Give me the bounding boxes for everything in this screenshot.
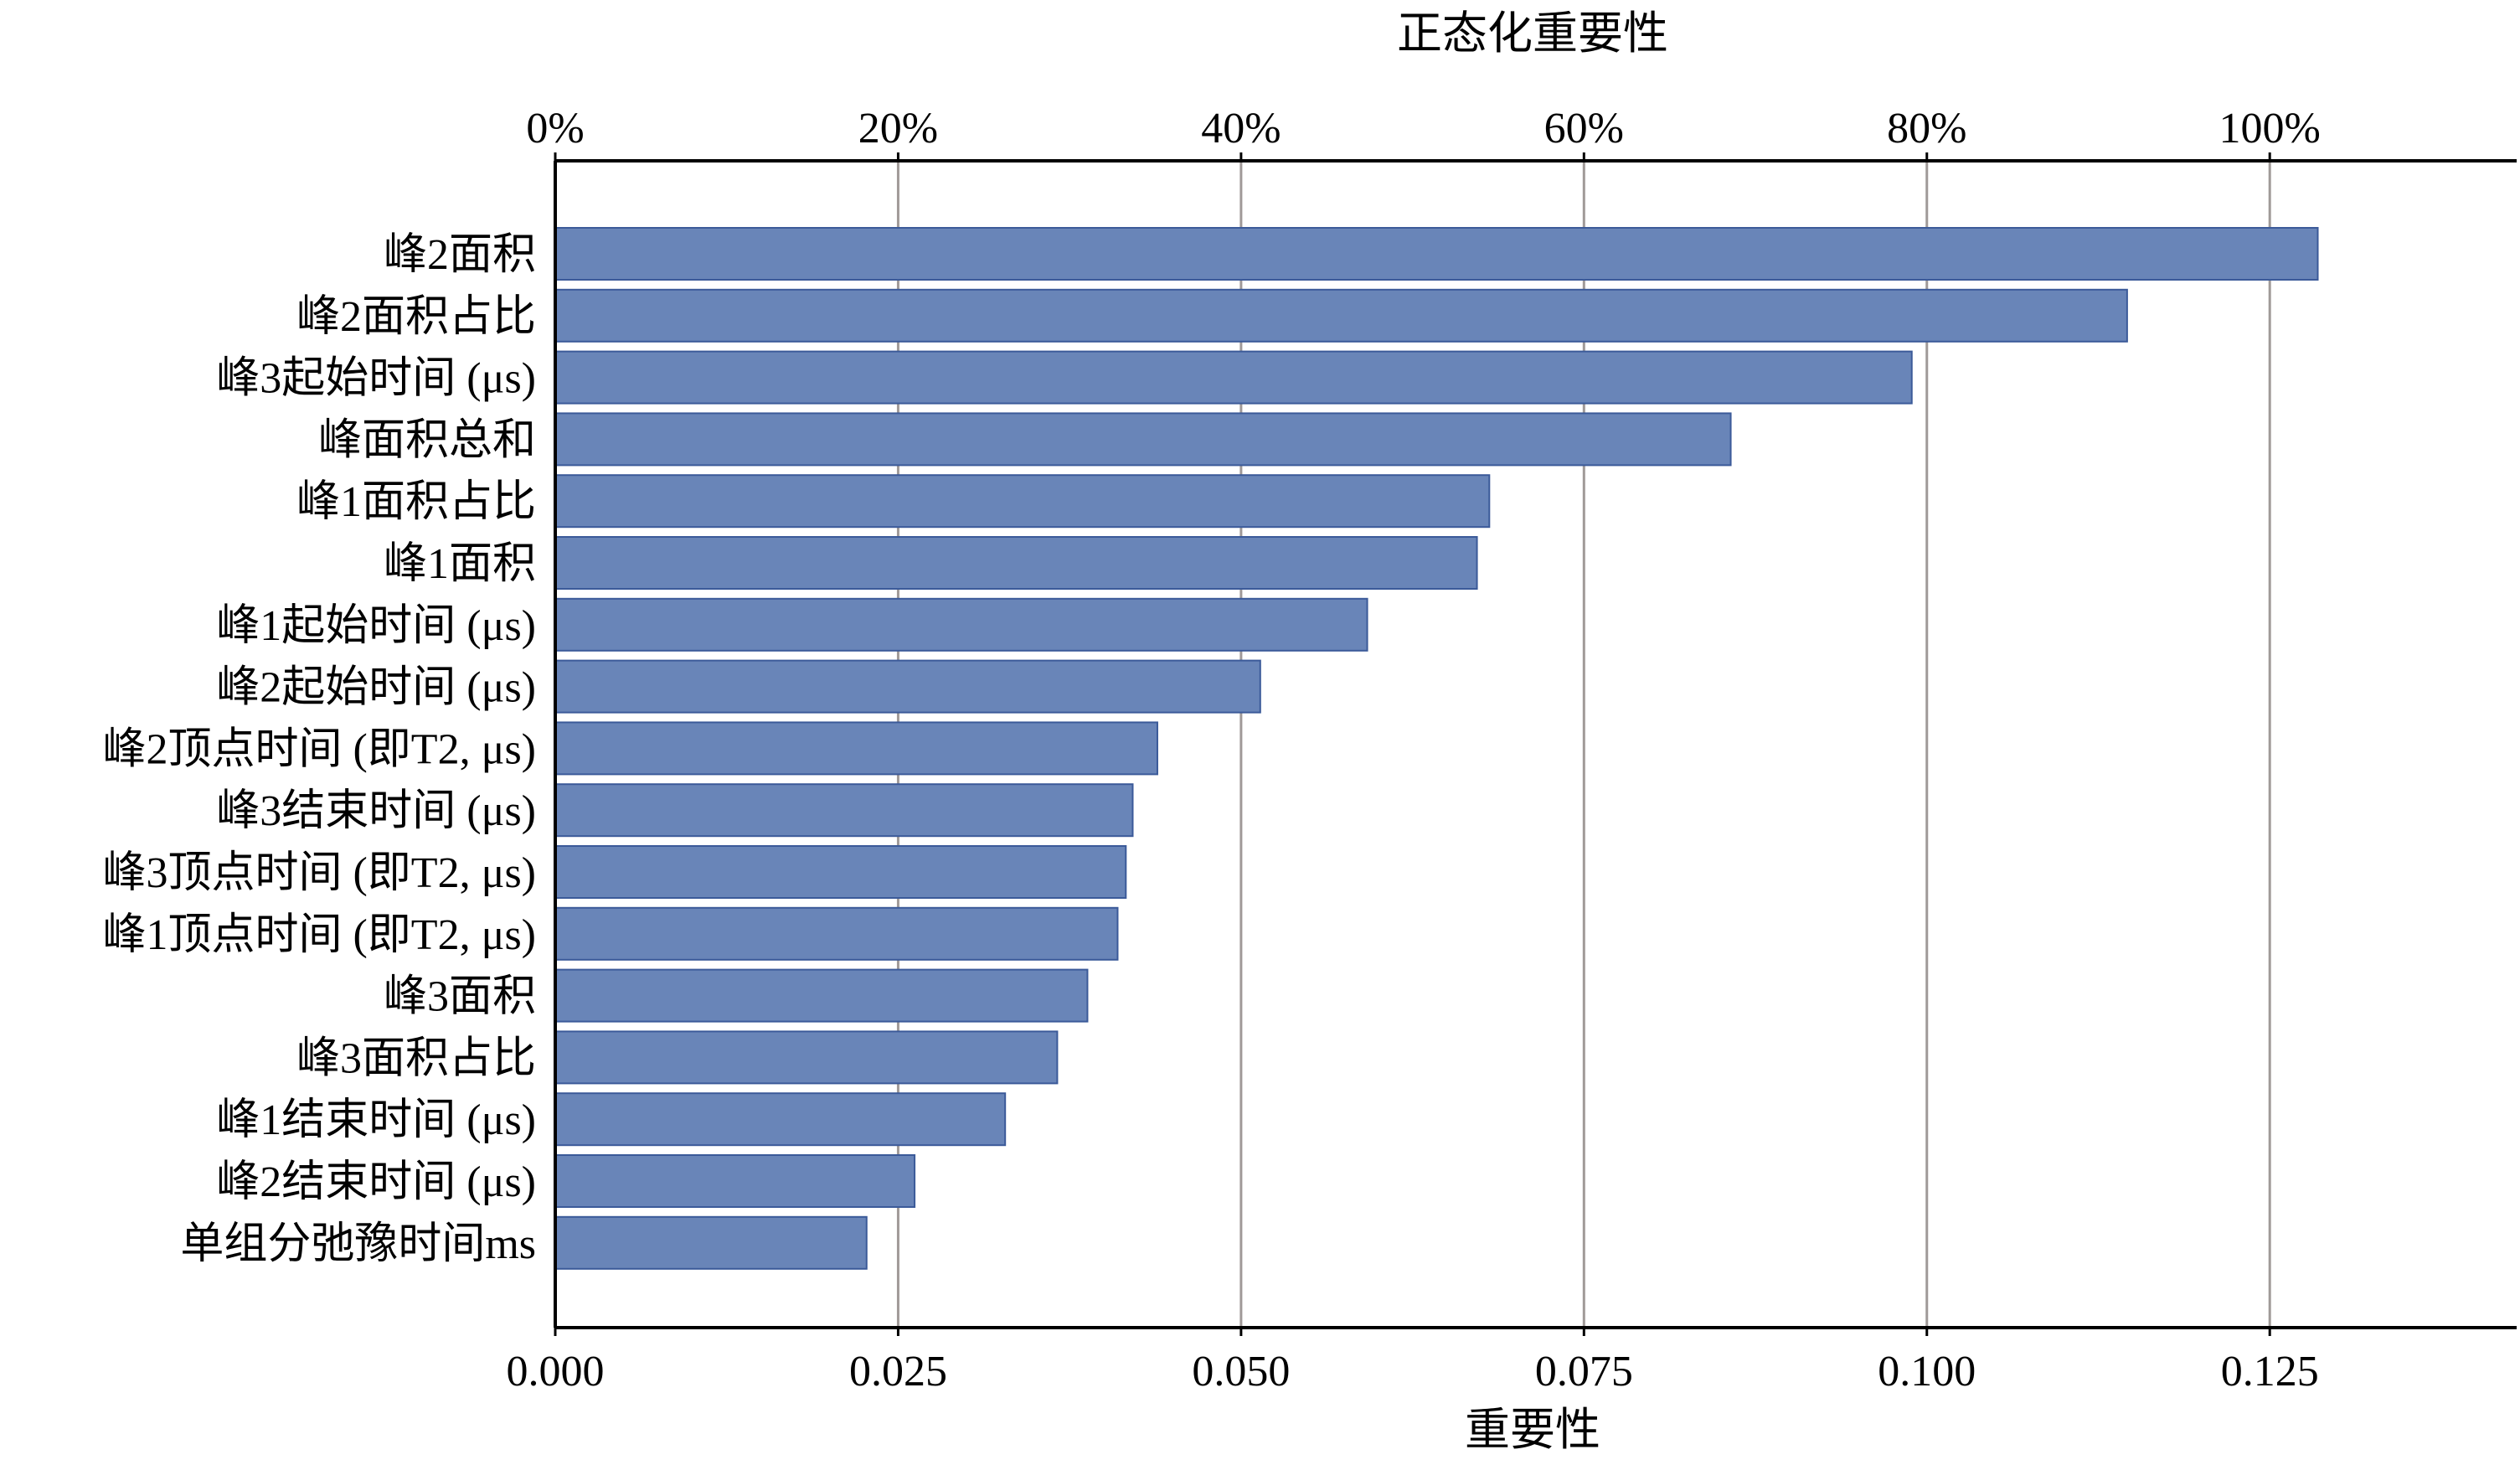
category-label-8: 峰2顶点时间 (即T2, μs) <box>102 725 536 773</box>
top-tick-label-5: 100% <box>2219 105 2321 152</box>
category-label-14: 峰1结束时间 (μs) <box>216 1096 536 1144</box>
bar-2 <box>554 350 1913 405</box>
category-label-16: 单组分弛豫时间ms <box>180 1220 536 1268</box>
bar-16 <box>554 1215 868 1270</box>
top-tick-label-4: 80% <box>1887 105 1966 152</box>
bar-14 <box>554 1092 1007 1147</box>
axis-layer <box>554 152 2517 1336</box>
category-label-5: 峰1面积 <box>384 540 536 588</box>
category-label-6: 峰1起始时间 (μs) <box>216 602 536 650</box>
bottom-tick-label-4: 0.100 <box>1878 1348 1976 1395</box>
bar-6 <box>554 597 1368 652</box>
bottom-axis-title: 重要性 <box>1465 1405 1600 1455</box>
category-label-13: 峰3面积占比 <box>296 1034 536 1082</box>
bottom-tick-label-3: 0.075 <box>1535 1348 1633 1395</box>
category-label-1: 峰2面积占比 <box>296 293 536 341</box>
bar-7 <box>554 659 1261 714</box>
bar-13 <box>554 1030 1059 1085</box>
bar-layer <box>554 227 2319 1270</box>
top-axis-title: 正态化重要性 <box>1397 8 1668 59</box>
category-label-10: 峰3顶点时间 (即T2, μs) <box>102 849 536 897</box>
bar-9 <box>554 783 1134 838</box>
bar-11 <box>554 906 1119 961</box>
category-label-2: 峰3起始时间 (μs) <box>216 355 536 403</box>
bar-3 <box>554 412 1732 467</box>
category-label-9: 峰3结束时间 (μs) <box>216 787 536 835</box>
category-label-12: 峰3面积 <box>384 973 536 1021</box>
bottom-tick-label-0: 0.000 <box>507 1348 605 1395</box>
bar-1 <box>554 288 2128 343</box>
category-label-4: 峰1面积占比 <box>296 478 536 526</box>
bottom-tick-label-2: 0.050 <box>1192 1348 1290 1395</box>
category-label-7: 峰2起始时间 (μs) <box>216 664 536 712</box>
top-tick-label-2: 40% <box>1201 105 1281 152</box>
category-label-11: 峰1顶点时间 (即T2, μs) <box>102 911 536 959</box>
bar-5 <box>554 536 1478 590</box>
bottom-tick-label-1: 0.025 <box>849 1348 947 1395</box>
bar-12 <box>554 968 1089 1023</box>
bar-10 <box>554 845 1127 899</box>
top-tick-label-3: 60% <box>1544 105 1624 152</box>
bar-0 <box>554 227 2319 281</box>
bar-4 <box>554 474 1491 529</box>
category-label-0: 峰2面积 <box>384 231 536 279</box>
category-label-3: 峰面积总和 <box>318 416 536 464</box>
bar-8 <box>554 721 1158 776</box>
bottom-tick-label-5: 0.125 <box>2221 1348 2319 1395</box>
top-tick-label-0: 0% <box>526 105 584 152</box>
category-label-15: 峰2结束时间 (μs) <box>216 1158 536 1206</box>
bar-15 <box>554 1154 916 1208</box>
top-tick-label-1: 20% <box>858 105 938 152</box>
